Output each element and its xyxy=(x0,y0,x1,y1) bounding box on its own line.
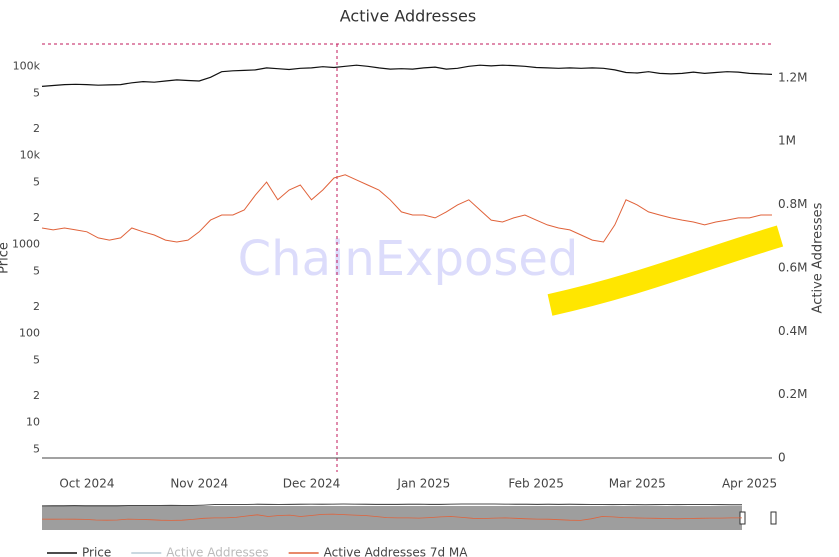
legend-label[interactable]: Active Addresses 7d MA xyxy=(324,546,469,557)
y-tick-label: 10 xyxy=(26,416,40,429)
y-tick-label: 5 xyxy=(33,86,40,99)
y2-tick-label: 0.2M xyxy=(778,387,807,401)
navigator-handle[interactable] xyxy=(770,511,777,525)
y-tick-label: 5 xyxy=(33,442,40,455)
y-axis-title: Price xyxy=(0,242,12,274)
navigator-line xyxy=(41,503,742,507)
x-tick-label: Jan 2025 xyxy=(396,477,450,491)
y2-tick-label: 1.2M xyxy=(778,70,807,84)
y2-tick-label: 0.8M xyxy=(778,197,807,211)
navigator-line xyxy=(41,513,742,521)
y-tick-label: 5 xyxy=(33,175,40,188)
y-tick-label: 100 xyxy=(19,327,40,340)
legend-label[interactable]: Active Addresses xyxy=(166,546,268,557)
y-tick-label: 100k xyxy=(13,60,41,73)
y-tick-label: 5 xyxy=(33,264,40,277)
y-tick-label: 2 xyxy=(33,389,40,402)
legend-label[interactable]: Price xyxy=(82,546,111,557)
y-tick-label: 1000 xyxy=(12,238,40,251)
y2-tick-label: 0.4M xyxy=(778,324,807,338)
chart-title: Active Addresses xyxy=(340,7,476,26)
highlight-annotation xyxy=(547,225,784,316)
y-tick-label: 5 xyxy=(33,353,40,366)
y2-axis-title: Active Addresses xyxy=(811,202,826,313)
y2-tick-label: 1M xyxy=(778,134,796,148)
x-tick-label: Oct 2024 xyxy=(59,477,114,491)
x-tick-label: Mar 2025 xyxy=(609,477,666,491)
y2-tick-label: 0.6M xyxy=(778,260,807,274)
x-tick-label: Apr 2025 xyxy=(722,477,777,491)
series-line xyxy=(41,174,772,243)
x-tick-label: Nov 2024 xyxy=(170,477,228,491)
y-tick-label: 2 xyxy=(33,300,40,313)
series-line xyxy=(41,64,773,87)
y-tick-label: 2 xyxy=(33,211,40,224)
y2-tick-label: 0 xyxy=(778,451,786,465)
x-tick-label: Feb 2025 xyxy=(508,477,564,491)
y-tick-label: 2 xyxy=(33,122,40,135)
y-tick-label: 10k xyxy=(20,149,41,162)
x-tick-label: Dec 2024 xyxy=(283,477,341,491)
watermark: ChainExposed xyxy=(238,231,579,287)
